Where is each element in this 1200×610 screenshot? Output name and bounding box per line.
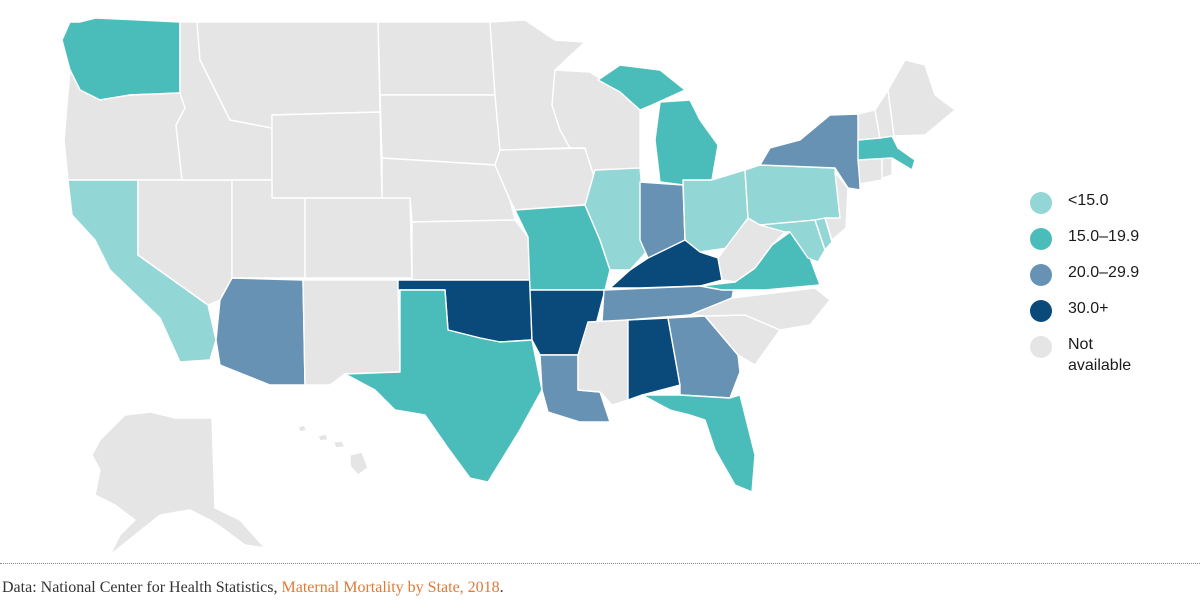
legend-item-30plus: 30.0+ [1030,298,1190,334]
us-choropleth-map [61,17,956,556]
legend-item-15to19: 15.0–19.9 [1030,226,1190,262]
legend-label-30plus: 30.0+ [1068,300,1109,317]
state-MA [857,135,916,171]
legend-swatch-30plus [1030,300,1052,322]
source-prefix: Data: National Center for Health Statist… [2,579,282,596]
legend-item-20to29: 20.0–29.9 [1030,262,1190,298]
legend-label-20to29: 20.0–29.9 [1068,264,1140,281]
legend-swatch-20to29 [1030,264,1052,286]
state-FL [641,394,756,493]
state-RI [881,157,893,179]
source-suffix: . [499,579,504,596]
state-WA [61,17,181,101]
source-link[interactable]: Maternal Mortality by State, 2018 [281,579,500,596]
state-ME [887,59,956,137]
legend-item-na: Not available [1030,334,1190,380]
state-SD [379,94,501,166]
state-NM [302,279,401,386]
state-TX [344,289,543,483]
legend-item-lt15: <15.0 [1030,190,1190,226]
source-note: Data: National Center for Health Statist… [2,579,504,597]
legend-swatch-na [1030,336,1052,358]
state-CO [304,197,413,279]
state-ND [377,21,496,96]
legend-label-na: Not available [1068,336,1132,374]
legend-label-15to19: 15.0–19.9 [1068,228,1140,245]
state-DE [814,217,833,251]
legend-swatch-15to19 [1030,228,1052,250]
state-AZ [215,277,306,386]
state-NY [759,113,861,191]
state-PA [744,164,841,226]
legend-label-lt15: <15.0 [1068,192,1109,209]
footer-divider [0,563,1200,564]
state-HI [297,424,369,476]
map-legend: <15.0 15.0–19.9 20.0–29.9 30.0+ Not avai… [1030,190,1190,380]
state-NC [689,287,831,331]
legend-swatch-lt15 [1030,192,1052,214]
state-AK [91,411,266,556]
us-map-svg [61,17,956,556]
state-AL [627,317,681,401]
state-WY [271,111,383,199]
state-CT [857,157,883,185]
state-IA [494,147,596,211]
state-KS [411,219,531,281]
